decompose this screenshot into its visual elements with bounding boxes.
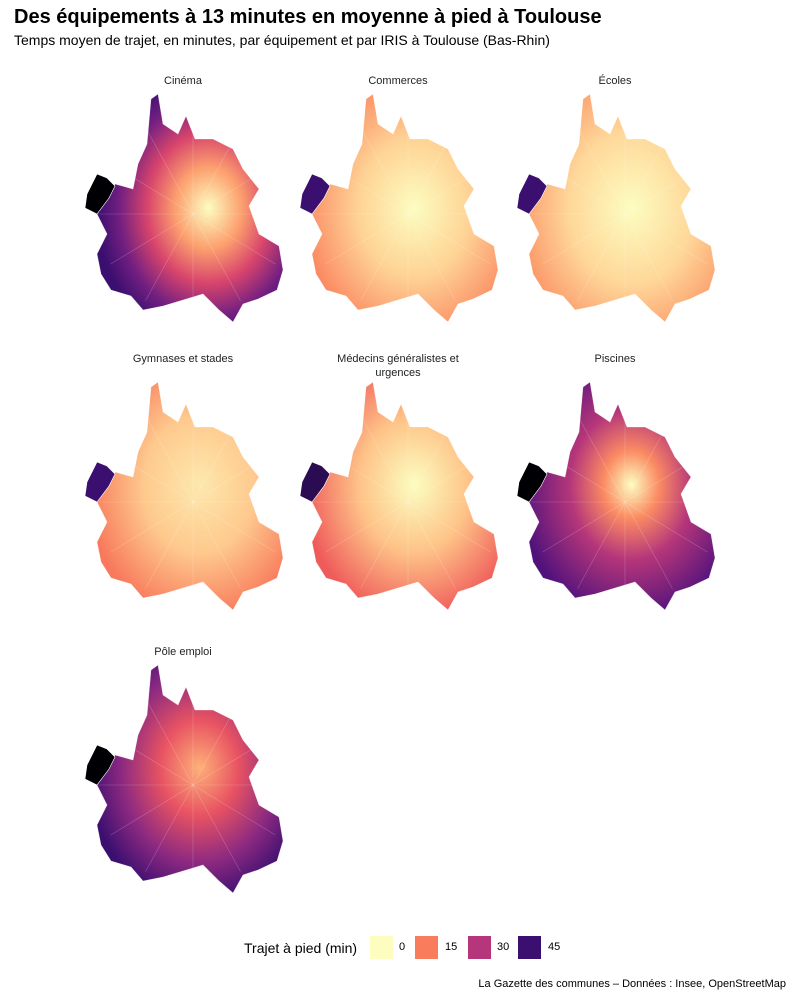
iris-border [110, 501, 194, 553]
legend-swatch [468, 936, 491, 959]
iris-border [407, 415, 456, 503]
iris-border [542, 163, 626, 215]
panel-title: Écoles [598, 75, 632, 87]
legend-label: 15 [445, 941, 458, 953]
iris-border [577, 213, 626, 301]
iris-border [192, 784, 241, 872]
iris-border [407, 163, 491, 215]
legend-label: 45 [548, 941, 561, 953]
iris-border [192, 784, 276, 836]
iris-border [360, 501, 409, 589]
iris-border [325, 451, 409, 503]
iris-border [192, 127, 241, 215]
iris-border [192, 163, 276, 215]
iris-border [542, 501, 626, 553]
iris-border [145, 698, 194, 786]
iris-border [192, 415, 241, 503]
iris-border [407, 213, 456, 301]
iris-border [145, 784, 194, 872]
iris-border [624, 451, 708, 503]
iris-border [624, 213, 673, 301]
panel-title: Commerces [368, 75, 428, 87]
iris-border [407, 501, 456, 589]
panel-title: Médecins généralistes et urgences [337, 353, 459, 379]
iris-border [192, 698, 241, 786]
iris-border [110, 734, 194, 786]
iris-border [624, 501, 708, 553]
iris-border [624, 163, 708, 215]
iris-border [542, 451, 626, 503]
iris-border [192, 213, 276, 265]
panel-title: Pôle emploi [154, 646, 212, 658]
iris-border [192, 451, 276, 503]
iris-border [407, 213, 491, 265]
caption: La Gazette des communes – Données : Inse… [478, 978, 786, 990]
iris-border [325, 213, 409, 265]
iris-border [192, 501, 241, 589]
panel-title: Gymnases et stades [132, 353, 234, 365]
map [516, 381, 720, 611]
map [84, 664, 288, 894]
iris-border [110, 451, 194, 503]
legend-swatch [415, 936, 438, 959]
legend-label: 0 [399, 941, 406, 953]
iris-border [624, 501, 673, 589]
iris-border [360, 415, 409, 503]
legend-swatch [518, 936, 541, 959]
iris-border [325, 501, 409, 553]
map [299, 381, 503, 611]
panel-title: Cinéma [164, 75, 202, 87]
iris-border [325, 163, 409, 215]
iris-border [624, 213, 708, 265]
iris-border [192, 734, 276, 786]
iris-border [407, 451, 491, 503]
iris-border [145, 127, 194, 215]
iris-border [624, 415, 673, 503]
iris-border [577, 127, 626, 215]
map [516, 93, 720, 323]
iris-border [110, 784, 194, 836]
legend-label: 30 [497, 941, 510, 953]
map [84, 93, 288, 323]
iris-border [407, 501, 491, 553]
iris-border [624, 127, 673, 215]
iris-border [145, 415, 194, 503]
iris-border [145, 213, 194, 301]
iris-border [110, 163, 194, 215]
iris-border [110, 213, 194, 265]
map [84, 381, 288, 611]
legend-swatch [370, 936, 393, 959]
map [299, 93, 503, 323]
subtitle: Temps moyen de trajet, en minutes, par é… [14, 32, 550, 48]
title: Des équipements à 13 minutes en moyenne … [14, 6, 602, 28]
iris-border [360, 127, 409, 215]
iris-border [577, 415, 626, 503]
iris-border [360, 213, 409, 301]
iris-border [192, 213, 241, 301]
iris-border [577, 501, 626, 589]
panel-title: Piscines [594, 353, 636, 365]
iris-border [145, 501, 194, 589]
iris-border [542, 213, 626, 265]
iris-border [407, 127, 456, 215]
iris-border [192, 501, 276, 553]
legend-title: Trajet à pied (min) [244, 940, 358, 956]
